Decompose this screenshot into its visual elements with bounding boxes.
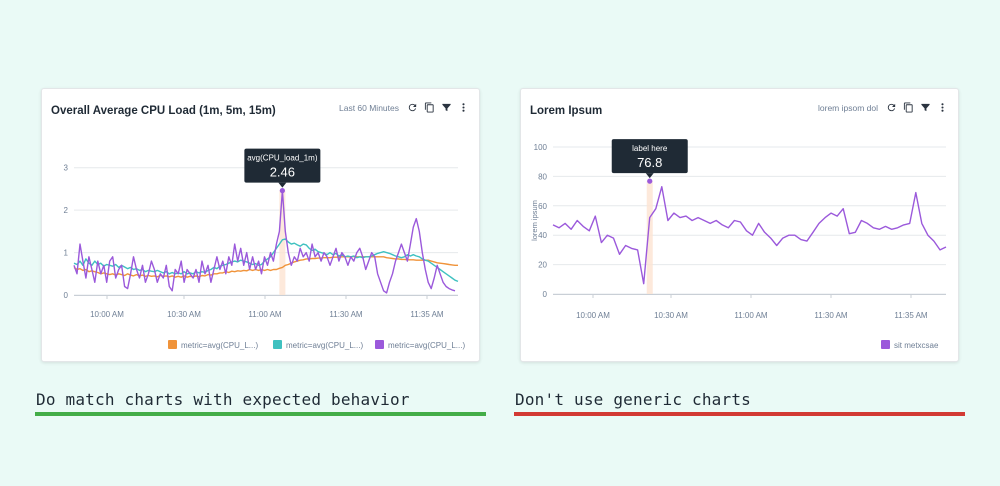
legend-swatch — [168, 340, 177, 349]
y-tick-label: 0 — [64, 291, 69, 300]
highlight-point — [279, 188, 285, 194]
time-range-label[interactable]: lorem ipsom dol — [818, 102, 878, 113]
legend-label: metric=avg(CPU_L...) — [181, 341, 258, 350]
y-tick-label: 80 — [538, 172, 547, 181]
x-tick-label: 11:00 AM — [734, 311, 768, 320]
x-tick-label: 10:00 AM — [90, 310, 124, 319]
card-title: Overall Average CPU Load (1m, 5m, 15m) — [51, 105, 276, 117]
cpu-load-chart: 0 1 2 3 10:00 AM 10:30 AM 11:00 AM 11:30 AM 11:3… — [64, 148, 465, 350]
filter-icon[interactable] — [920, 102, 931, 113]
x-tick-label: 11:35 AM — [894, 311, 928, 320]
cpu-load-card: Overall Average CPU Load (1m, 5m, 15m) L… — [41, 88, 480, 362]
tooltip-box — [244, 148, 321, 183]
y-tick-label: 3 — [64, 164, 69, 173]
more-vert-icon[interactable] — [458, 102, 469, 113]
x-tick-label: 10:30 AM — [654, 311, 688, 320]
x-tick-label: 11:30 AM — [329, 310, 363, 319]
legend-label: metric=avg(CPU_L...) — [286, 341, 363, 350]
tooltip-label: avg(CPU_load_1m) — [247, 154, 318, 163]
tooltip-arrow — [645, 173, 654, 179]
y-tick-label: 0 — [543, 290, 548, 299]
highlight-band — [279, 190, 286, 295]
y-tick-label: 60 — [538, 202, 547, 211]
legend-label: metric=avg(CPU_L...) — [388, 341, 465, 350]
x-tick-label: 11:00 AM — [248, 310, 282, 319]
y-tick-label: 40 — [538, 231, 547, 240]
card-title: Lorem Ipsum — [530, 105, 603, 117]
tooltip-value: 76.8 — [637, 155, 662, 170]
dont-underline — [514, 412, 965, 416]
y-tick-label: 1 — [64, 249, 69, 258]
y-tick-label: 20 — [538, 261, 547, 270]
card-toolbar: lorem ipsom dol — [818, 102, 948, 113]
filter-icon[interactable] — [441, 102, 452, 113]
tooltip-box — [611, 139, 688, 174]
copy-icon[interactable] — [903, 102, 914, 113]
y-tick-label: 2 — [64, 206, 69, 215]
tooltip: avg(CPU_load_1m) 2.46 — [244, 148, 321, 188]
tooltip: label here 76.8 — [611, 139, 688, 179]
do-caption: Do match charts with expected behavior — [36, 390, 410, 409]
highlight-point — [647, 178, 653, 184]
copy-icon[interactable] — [424, 102, 435, 113]
card-toolbar: Last 60 Minutes — [339, 102, 469, 113]
tooltip-label: label here — [632, 144, 668, 153]
x-tick-label: 11:30 AM — [814, 311, 848, 320]
series-line-1 — [552, 185, 947, 285]
series-line-3 — [73, 189, 456, 294]
y-axis-label: lorem ipsum — [530, 200, 539, 241]
more-vert-icon[interactable] — [937, 102, 948, 113]
do-underline — [35, 412, 486, 416]
legend-swatch — [273, 340, 282, 349]
tooltip-arrow — [278, 182, 287, 188]
x-tick-label: 11:35 AM — [410, 310, 444, 319]
lorem-ipsum-chart: 0 20 40 60 80 100 10:00 AM 10:30 AM 11:00 AM 11:3… — [530, 139, 947, 350]
x-tick-label: 10:30 AM — [167, 310, 201, 319]
time-range-label[interactable]: Last 60 Minutes — [338, 102, 399, 113]
highlight-band — [646, 181, 653, 294]
legend-swatch — [881, 340, 890, 349]
legend-swatch — [375, 340, 384, 349]
tooltip-value: 2.46 — [270, 165, 295, 180]
y-tick-label: 100 — [534, 143, 548, 152]
legend-label: sit metxcsae — [894, 341, 939, 350]
lorem-ipsum-card: Lorem Ipsum lorem ipsom dol 0 20 40 60 80 100… — [520, 88, 959, 362]
x-tick-label: 10:00 AM — [576, 311, 610, 320]
dont-caption: Don't use generic charts — [515, 390, 751, 409]
